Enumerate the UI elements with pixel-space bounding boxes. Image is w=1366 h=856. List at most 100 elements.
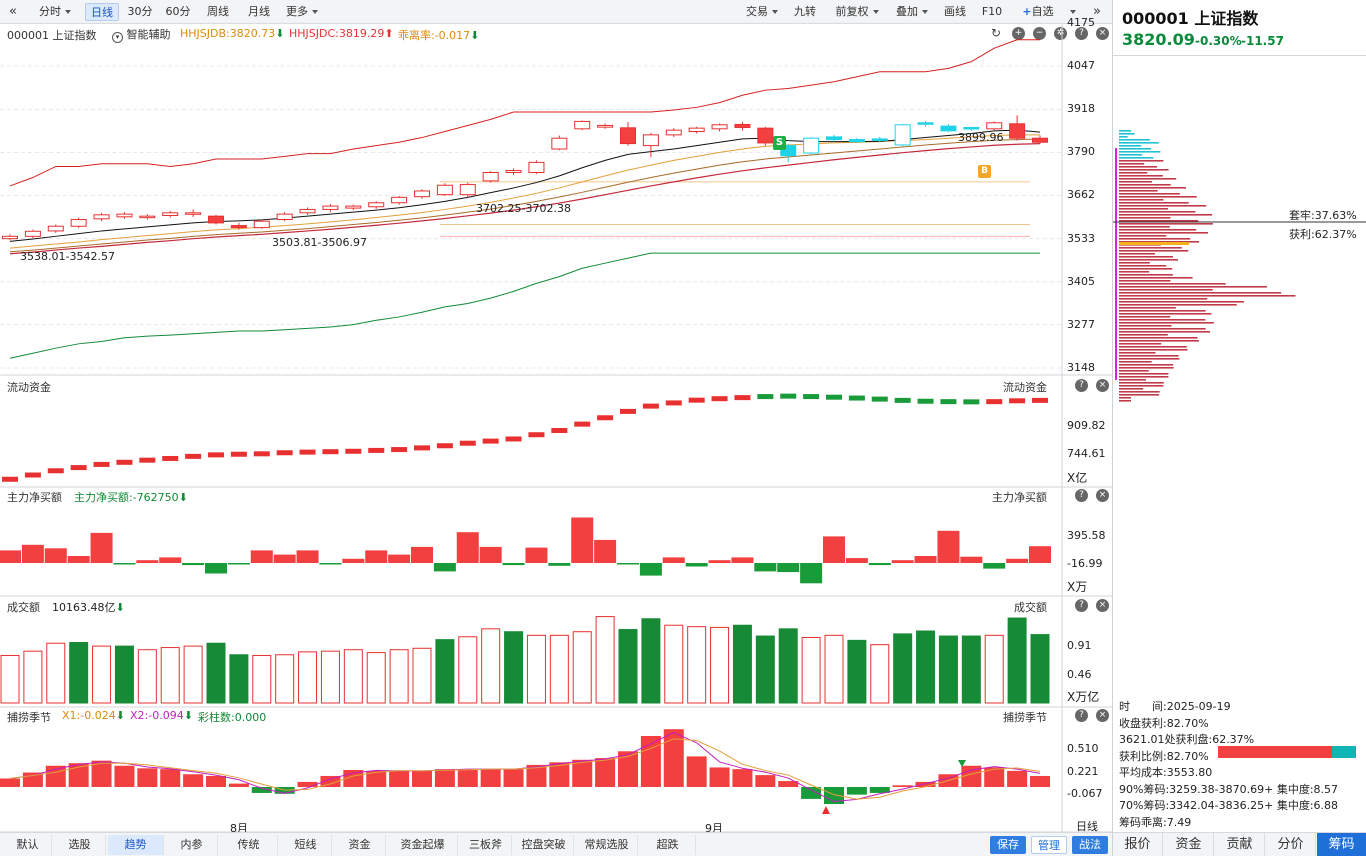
flow-bar [871, 396, 888, 402]
chip-bar [1119, 364, 1174, 366]
manage-button[interactable]: 管理 [1031, 836, 1067, 854]
flow-panel-title: 流动资金 [7, 381, 51, 394]
draw-button[interactable]: 画线 [944, 5, 966, 18]
flow-bar [299, 449, 316, 455]
main-net-bar [365, 550, 388, 563]
flow-bar [917, 398, 934, 404]
f10-button[interactable]: F10 [981, 5, 1003, 18]
strategy-tab[interactable]: 内参 [166, 835, 218, 855]
chip-bar [1119, 193, 1180, 195]
strategy-tab[interactable]: 选股 [54, 835, 106, 855]
chip-bar [1119, 331, 1211, 333]
settings-icon[interactable]: ✲ [1054, 27, 1067, 40]
main-net-bar [845, 558, 868, 563]
range-marker [1115, 148, 1117, 380]
jiuzhuan-button[interactable]: 九转 [794, 5, 816, 18]
trade-button[interactable]: 交易 [738, 3, 786, 21]
main-net-bar [159, 557, 182, 563]
right-tab[interactable]: 分价 [1266, 833, 1316, 856]
chip-bar [1119, 349, 1188, 351]
collapse-left-icon[interactable]: « [9, 4, 17, 19]
chip-bar [1119, 148, 1152, 150]
tab-60min[interactable]: 60分 [165, 5, 191, 18]
add-watchlist-button[interactable]: +自选 [1022, 5, 1054, 18]
volume-bar [137, 649, 157, 704]
flow-bar [688, 397, 705, 403]
help-icon[interactable]: ? [1075, 489, 1088, 502]
volume-bar [46, 642, 66, 704]
season-bar [595, 758, 616, 787]
chip-bar [1119, 157, 1154, 159]
main-net-bar [44, 548, 67, 563]
right-tab[interactable]: 贡献 [1215, 833, 1265, 856]
strategy-tab[interactable]: 三板斧 [460, 835, 512, 855]
close-icon[interactable]: × [1096, 379, 1109, 392]
tab-monthly[interactable]: 月线 [248, 5, 270, 18]
strategy-tab[interactable]: 趋势 [108, 835, 164, 855]
candle [894, 124, 911, 146]
main-net-bar [708, 560, 731, 563]
right-tab[interactable]: 报价 [1113, 833, 1163, 856]
chip-bar [1119, 220, 1199, 222]
smart-assist[interactable]: ▾ 智能辅助 [112, 26, 171, 43]
main-net-bar [571, 517, 594, 563]
close-icon[interactable]: × [1096, 599, 1109, 612]
strategy-tab[interactable]: 超跌 [640, 835, 696, 855]
tab-daily[interactable]: 日线 [85, 3, 119, 21]
strategy-tab[interactable]: 传统 [220, 835, 278, 855]
overlay-button[interactable]: 叠加 [888, 3, 936, 21]
zoom-in-icon[interactable]: + [1012, 27, 1025, 40]
flow-bar [482, 438, 499, 444]
flow-bar [826, 394, 842, 400]
kline-chart[interactable] [0, 0, 1112, 832]
price-axis-tick: 3277 [1067, 317, 1095, 331]
tab-more[interactable]: 更多 [281, 3, 323, 21]
main-unit: X万 [1067, 580, 1088, 594]
strategy-tab[interactable]: 控盘突破 [514, 835, 574, 855]
close-icon[interactable]: × [1096, 489, 1109, 502]
collapse-right-icon[interactable]: » [1093, 4, 1101, 19]
strategy-tab[interactable]: 资金起爆 [388, 835, 458, 855]
season-bar [503, 769, 524, 787]
flow-bar [940, 399, 957, 405]
price-axis-tick: 3790 [1067, 145, 1095, 159]
season-bar [0, 778, 20, 787]
strategy-tab[interactable]: 常规选股 [576, 835, 638, 855]
watchlist-dropdown-icon[interactable] [1066, 3, 1080, 21]
strategy-tab[interactable]: 默认 [4, 835, 52, 855]
volume-bar [755, 635, 775, 704]
tactics-button[interactable]: 战法 [1072, 836, 1108, 854]
right-tab[interactable]: 筹码 [1317, 833, 1366, 856]
chip-bar [1119, 367, 1174, 369]
strategy-tab[interactable]: 短线 [280, 835, 332, 855]
volume-bar [298, 651, 318, 704]
main-net-bar [868, 563, 891, 566]
adjust-button[interactable]: 前复权 [828, 3, 886, 21]
close-icon[interactable]: × [1096, 27, 1109, 40]
tab-fenshi[interactable]: 分时 [30, 3, 80, 21]
season-bar [366, 770, 387, 787]
zoom-out-icon[interactable]: − [1033, 27, 1046, 40]
flow-bar [47, 468, 64, 474]
right-tab[interactable]: 资金 [1164, 833, 1214, 856]
refresh-icon[interactable]: ↻ [991, 26, 1002, 40]
help-icon[interactable]: ? [1075, 709, 1088, 722]
chip-stat: 3621.01处获利盘:62.37% [1119, 733, 1255, 746]
tab-weekly[interactable]: 周线 [207, 5, 229, 18]
flow-bar [322, 449, 339, 455]
close-icon[interactable]: × [1096, 709, 1109, 722]
tab-30min[interactable]: 30分 [127, 5, 153, 18]
main-net-bar [1006, 558, 1029, 563]
save-button[interactable]: 保存 [990, 836, 1026, 854]
volume-bar [320, 650, 340, 704]
main-net-bar [227, 563, 250, 565]
help-icon[interactable]: ? [1075, 599, 1088, 612]
price-axis-tick: 3662 [1067, 188, 1095, 202]
help-icon[interactable]: ? [1075, 379, 1088, 392]
price-axis-tick: 4175 [1067, 16, 1095, 29]
main-net-bar [502, 563, 525, 566]
ma-line [9, 138, 1041, 253]
strategy-tab[interactable]: 资金 [334, 835, 386, 855]
candle [528, 161, 545, 173]
help-icon[interactable]: ? [1075, 27, 1088, 40]
